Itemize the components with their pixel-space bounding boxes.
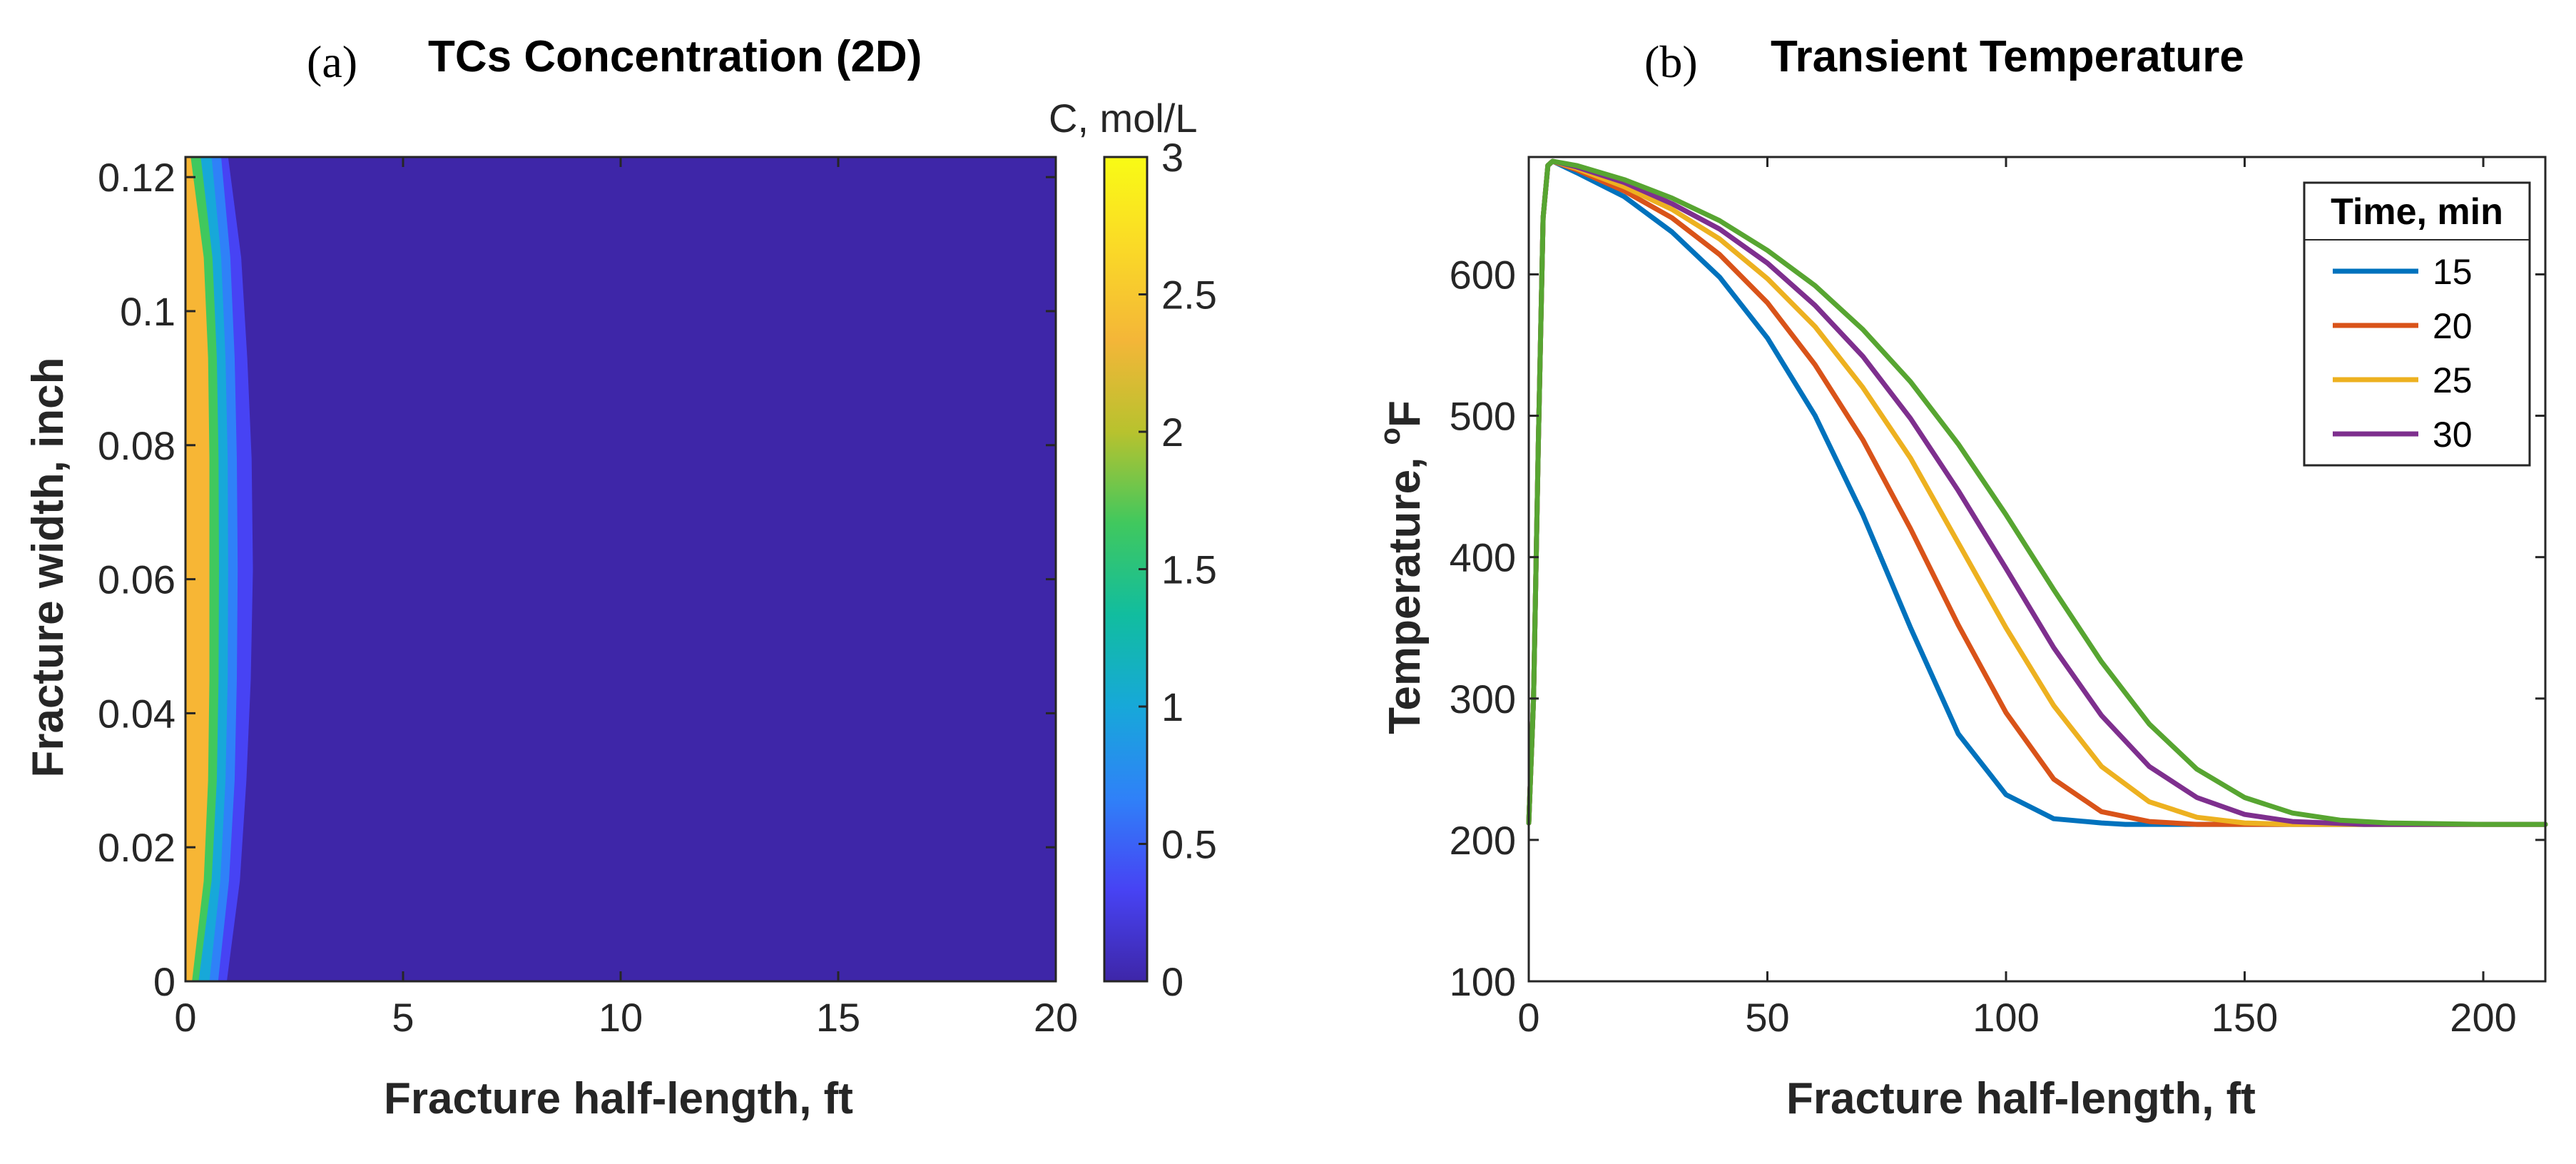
line-x-tick-label: 50 xyxy=(1745,995,1789,1040)
heatmap-x-tick-label: 0 xyxy=(174,995,196,1040)
heatmap-y-tick-label: 0.04 xyxy=(98,691,175,736)
panel-b-letter: (b) xyxy=(1644,36,1698,87)
colorbar-tick-label: 1 xyxy=(1161,684,1183,729)
line-x-tick-label: 100 xyxy=(1972,995,2039,1040)
line-y-tick-label: 100 xyxy=(1450,959,1516,1004)
heatmap-y-tick-label: 0.06 xyxy=(98,557,175,602)
line-y-tick-label: 300 xyxy=(1450,677,1516,722)
heatmap-y-tick-label: 0.02 xyxy=(98,825,175,870)
heatmap-y-tick-label: 0.1 xyxy=(120,289,175,334)
legend-entry-25: 25 xyxy=(2433,360,2473,400)
legend-entry-15: 15 xyxy=(2433,252,2473,292)
panel-a-letter: (a) xyxy=(307,36,357,87)
colorbar-tick-label: 1.5 xyxy=(1161,547,1217,592)
line-axes: 0 50 100 150 200 100 200 300 400 500 600 xyxy=(1450,156,2547,1040)
heatmap-x-tick-label: 5 xyxy=(392,995,414,1040)
legend: Time, min 15 20 25 30 xyxy=(2303,181,2531,467)
line-y-axis-label: Temperature, oF xyxy=(1375,400,1430,734)
line-x-tick-label: 0 xyxy=(1517,995,1539,1040)
line-x-tick-label: 150 xyxy=(2211,995,2278,1040)
panel-a: (a) TCs Concentration (2D) 0 5 10 15 2000.02… xyxy=(24,32,1217,1123)
line-x-axis-label: Fracture half-length, ft xyxy=(1786,1074,2256,1123)
colorbar-tick-label: 2 xyxy=(1161,410,1183,455)
line-y-tick-label: 500 xyxy=(1450,394,1516,439)
colorbar-tick-label: 2.5 xyxy=(1161,273,1217,318)
panel-b-title: Transient Temperature xyxy=(1771,32,2244,81)
heatmap-plot-area xyxy=(185,157,1056,981)
legend-title: Time, min xyxy=(2331,191,2503,233)
line-y-tick-label: 400 xyxy=(1450,535,1516,580)
line-x-tick-label: 200 xyxy=(2450,995,2516,1040)
heatmap-y-tick-label: 0 xyxy=(153,959,175,1004)
heatmap-y-axis-label: Fracture width, inch xyxy=(24,357,73,777)
line-y-axis-label-degree: o xyxy=(1375,427,1406,445)
panel-a-title: TCs Concentration (2D) xyxy=(428,32,922,81)
legend-entry-20: 20 xyxy=(2433,306,2473,346)
line-y-axis-label-text: Temperature, xyxy=(1380,445,1430,734)
line-y-axis-label-unit: F xyxy=(1380,400,1430,427)
heatmap-x-tick-label: 15 xyxy=(816,995,860,1040)
colorbar-tick-label: 0.5 xyxy=(1161,822,1217,867)
colorbar-tick-label: 0 xyxy=(1161,959,1183,1004)
panel-b: (b) Transient Temperature 0 50 100 150 200 10… xyxy=(1375,32,2548,1123)
line-series-unlabeled xyxy=(1526,158,2548,827)
heatmap-y-tick-label: 0.08 xyxy=(98,423,175,468)
heatmap-x-tick-label: 20 xyxy=(1034,995,1078,1040)
line-y-tick-label: 200 xyxy=(1450,818,1516,863)
colorbar-label: C, mol/L xyxy=(1049,96,1198,141)
heatmap-axes: 0 5 10 15 20 0 0.02 0.04 0.06 0.08 0.1 0.12 xyxy=(98,155,1078,1040)
line-y-tick-label: 600 xyxy=(1450,252,1516,297)
legend-entry-30: 30 xyxy=(2433,415,2473,455)
heatmap-y-tick-label: 0.12 xyxy=(98,155,175,200)
colorbar: 0 0.5 1 1.5 2 2.5 3 xyxy=(1103,135,1217,1004)
heatmap-band-2.5 xyxy=(185,157,210,981)
heatmap-background xyxy=(185,157,1056,981)
heatmap-x-tick-label: 10 xyxy=(599,995,643,1040)
line-axes-box xyxy=(1527,156,2547,983)
colorbar-tick-label: 3 xyxy=(1161,135,1183,180)
heatmap-x-axis-label: Fracture half-length, ft xyxy=(384,1074,853,1123)
